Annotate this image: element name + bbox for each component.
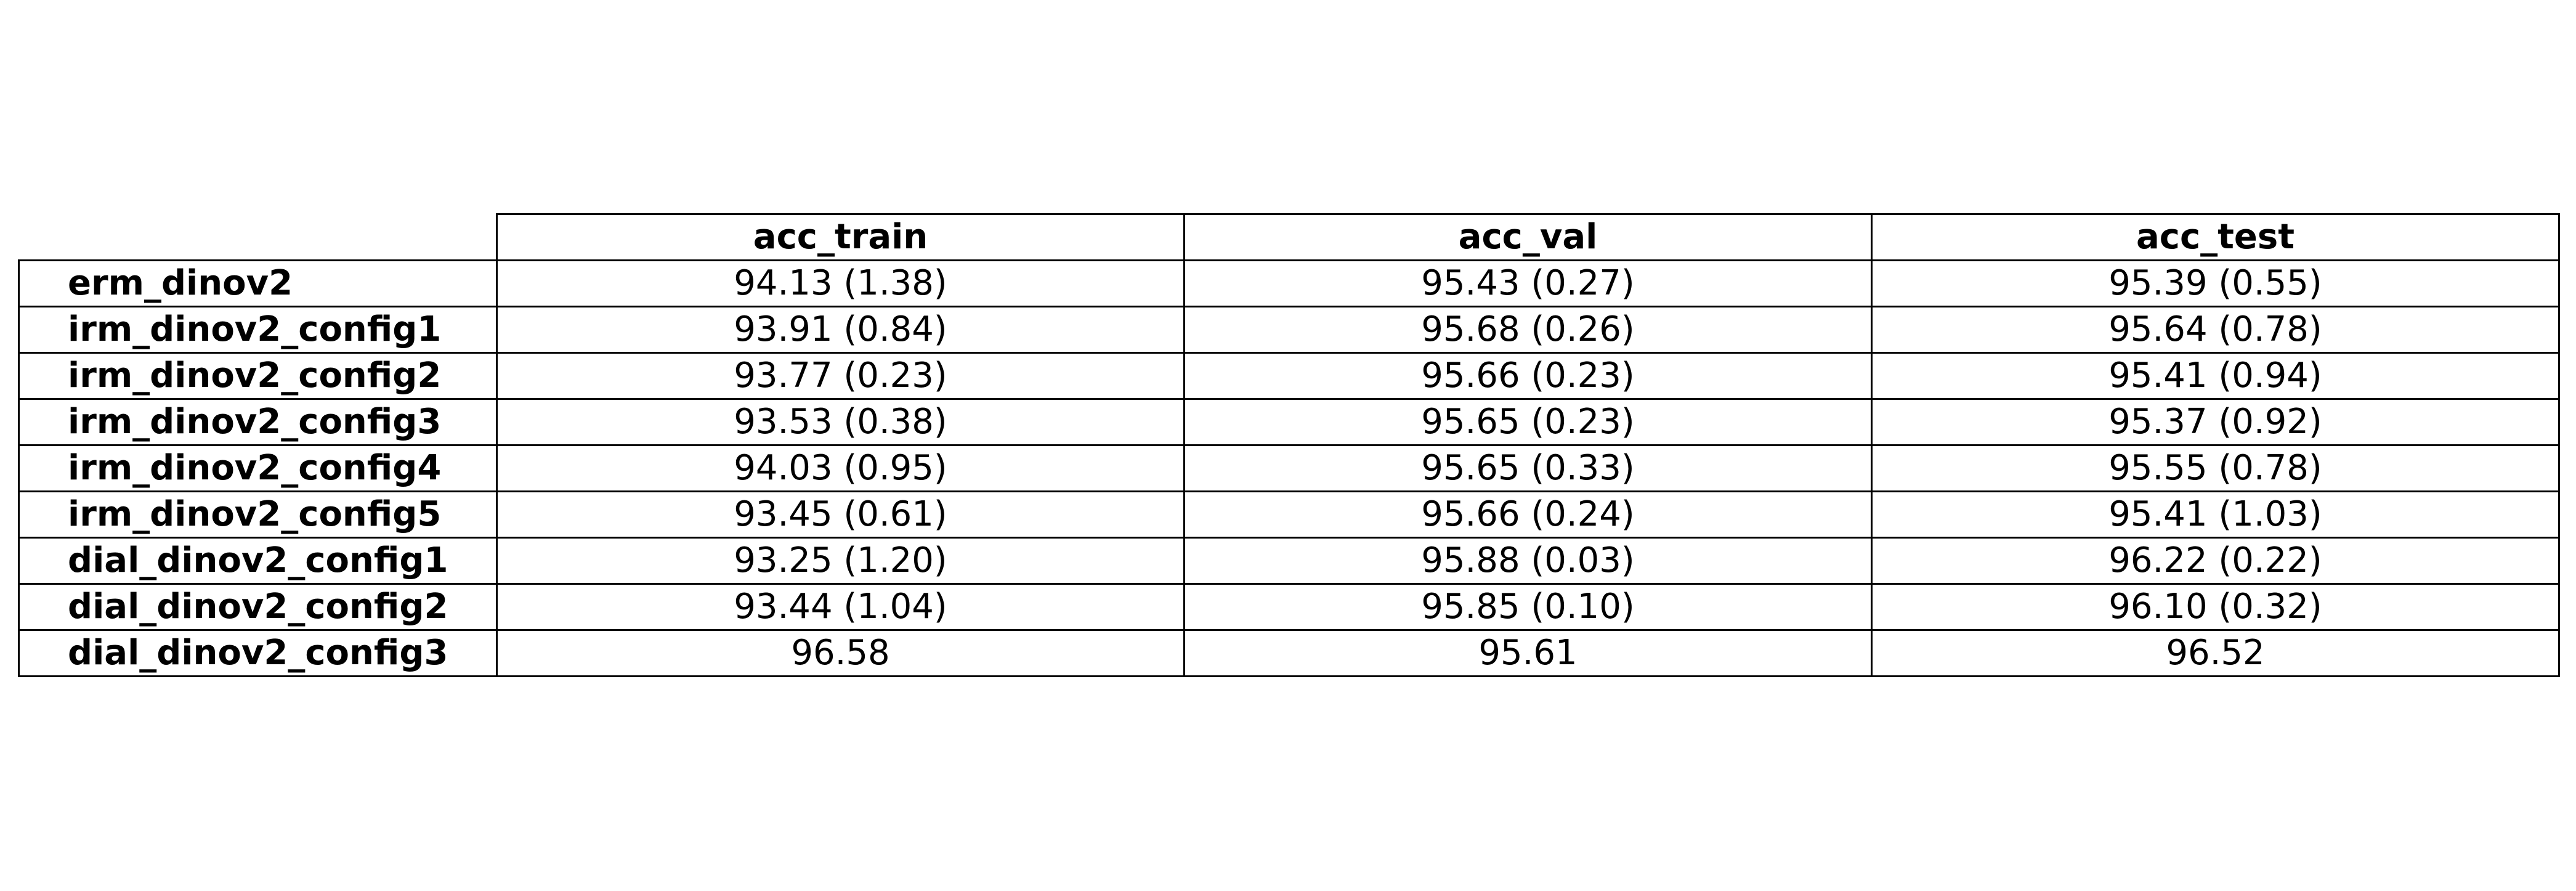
- cell-acc-val: 95.88 (0.03): [1183, 537, 1873, 585]
- cell-acc-val: 95.61: [1183, 629, 1873, 677]
- cell-acc-train: 93.25 (1.20): [496, 537, 1185, 585]
- cell-acc-test: 96.52: [1871, 629, 2560, 677]
- row-label: dial_dinov2_config2: [18, 583, 498, 631]
- cell-acc-train: 94.13 (1.38): [496, 259, 1185, 307]
- row-label: erm_dinov2: [18, 259, 498, 307]
- cell-acc-train: 93.77 (0.23): [496, 352, 1185, 400]
- cell-acc-train: 93.45 (0.61): [496, 490, 1185, 539]
- cell-acc-test: 95.41 (0.94): [1871, 352, 2560, 400]
- cell-acc-test: 95.37 (0.92): [1871, 398, 2560, 446]
- cell-acc-val: 95.68 (0.26): [1183, 306, 1873, 354]
- header-row: acc_train acc_val acc_test: [18, 213, 2560, 261]
- cell-acc-val: 95.85 (0.10): [1183, 583, 1873, 631]
- row-label: irm_dinov2_config4: [18, 444, 498, 492]
- table-row: irm_dinov2_config4 94.03 (0.95) 95.65 (0.3…: [18, 444, 2560, 492]
- column-header-acc-train: acc_train: [496, 213, 1185, 261]
- row-label: dial_dinov2_config3: [18, 629, 498, 677]
- column-header-acc-test: acc_test: [1871, 213, 2560, 261]
- cell-acc-train: 93.53 (0.38): [496, 398, 1185, 446]
- cell-acc-test: 96.10 (0.32): [1871, 583, 2560, 631]
- column-header-acc-val: acc_val: [1183, 213, 1873, 261]
- corner-cell: [18, 214, 498, 261]
- results-table: acc_train acc_val acc_test erm_dinov2 94.…: [18, 213, 2560, 677]
- cell-acc-train: 93.44 (1.04): [496, 583, 1185, 631]
- cell-acc-val: 95.65 (0.33): [1183, 444, 1873, 492]
- table-row: irm_dinov2_config1 93.91 (0.84) 95.68 (0.2…: [18, 306, 2560, 354]
- cell-acc-val: 95.65 (0.23): [1183, 398, 1873, 446]
- table-row: dial_dinov2_config3 96.58 95.61 96.52: [18, 629, 2560, 677]
- cell-acc-val: 95.43 (0.27): [1183, 259, 1873, 307]
- cell-acc-val: 95.66 (0.23): [1183, 352, 1873, 400]
- row-label: irm_dinov2_config3: [18, 398, 498, 446]
- table-row: irm_dinov2_config3 93.53 (0.38) 95.65 (0.2…: [18, 398, 2560, 446]
- cell-acc-test: 95.55 (0.78): [1871, 444, 2560, 492]
- row-label: dial_dinov2_config1: [18, 537, 498, 585]
- cell-acc-train: 96.58: [496, 629, 1185, 677]
- table-row: irm_dinov2_config2 93.77 (0.23) 95.66 (0.2…: [18, 352, 2560, 400]
- row-label: irm_dinov2_config2: [18, 352, 498, 400]
- cell-acc-test: 95.41 (1.03): [1871, 490, 2560, 539]
- cell-acc-train: 93.91 (0.84): [496, 306, 1185, 354]
- cell-acc-test: 95.64 (0.78): [1871, 306, 2560, 354]
- row-label: irm_dinov2_config1: [18, 306, 498, 354]
- table-body: erm_dinov2 94.13 (1.38) 95.43 (0.27) 95.39 …: [18, 259, 2560, 677]
- row-label: irm_dinov2_config5: [18, 490, 498, 539]
- table-row: dial_dinov2_config2 93.44 (1.04) 95.85 (0.…: [18, 583, 2560, 631]
- table-row: erm_dinov2 94.13 (1.38) 95.43 (0.27) 95.39 …: [18, 259, 2560, 307]
- table-row: dial_dinov2_config1 93.25 (1.20) 95.88 (0.…: [18, 537, 2560, 585]
- table-row: irm_dinov2_config5 93.45 (0.61) 95.66 (0.2…: [18, 490, 2560, 539]
- cell-acc-test: 96.22 (0.22): [1871, 537, 2560, 585]
- cell-acc-test: 95.39 (0.55): [1871, 259, 2560, 307]
- cell-acc-train: 94.03 (0.95): [496, 444, 1185, 492]
- cell-acc-val: 95.66 (0.24): [1183, 490, 1873, 539]
